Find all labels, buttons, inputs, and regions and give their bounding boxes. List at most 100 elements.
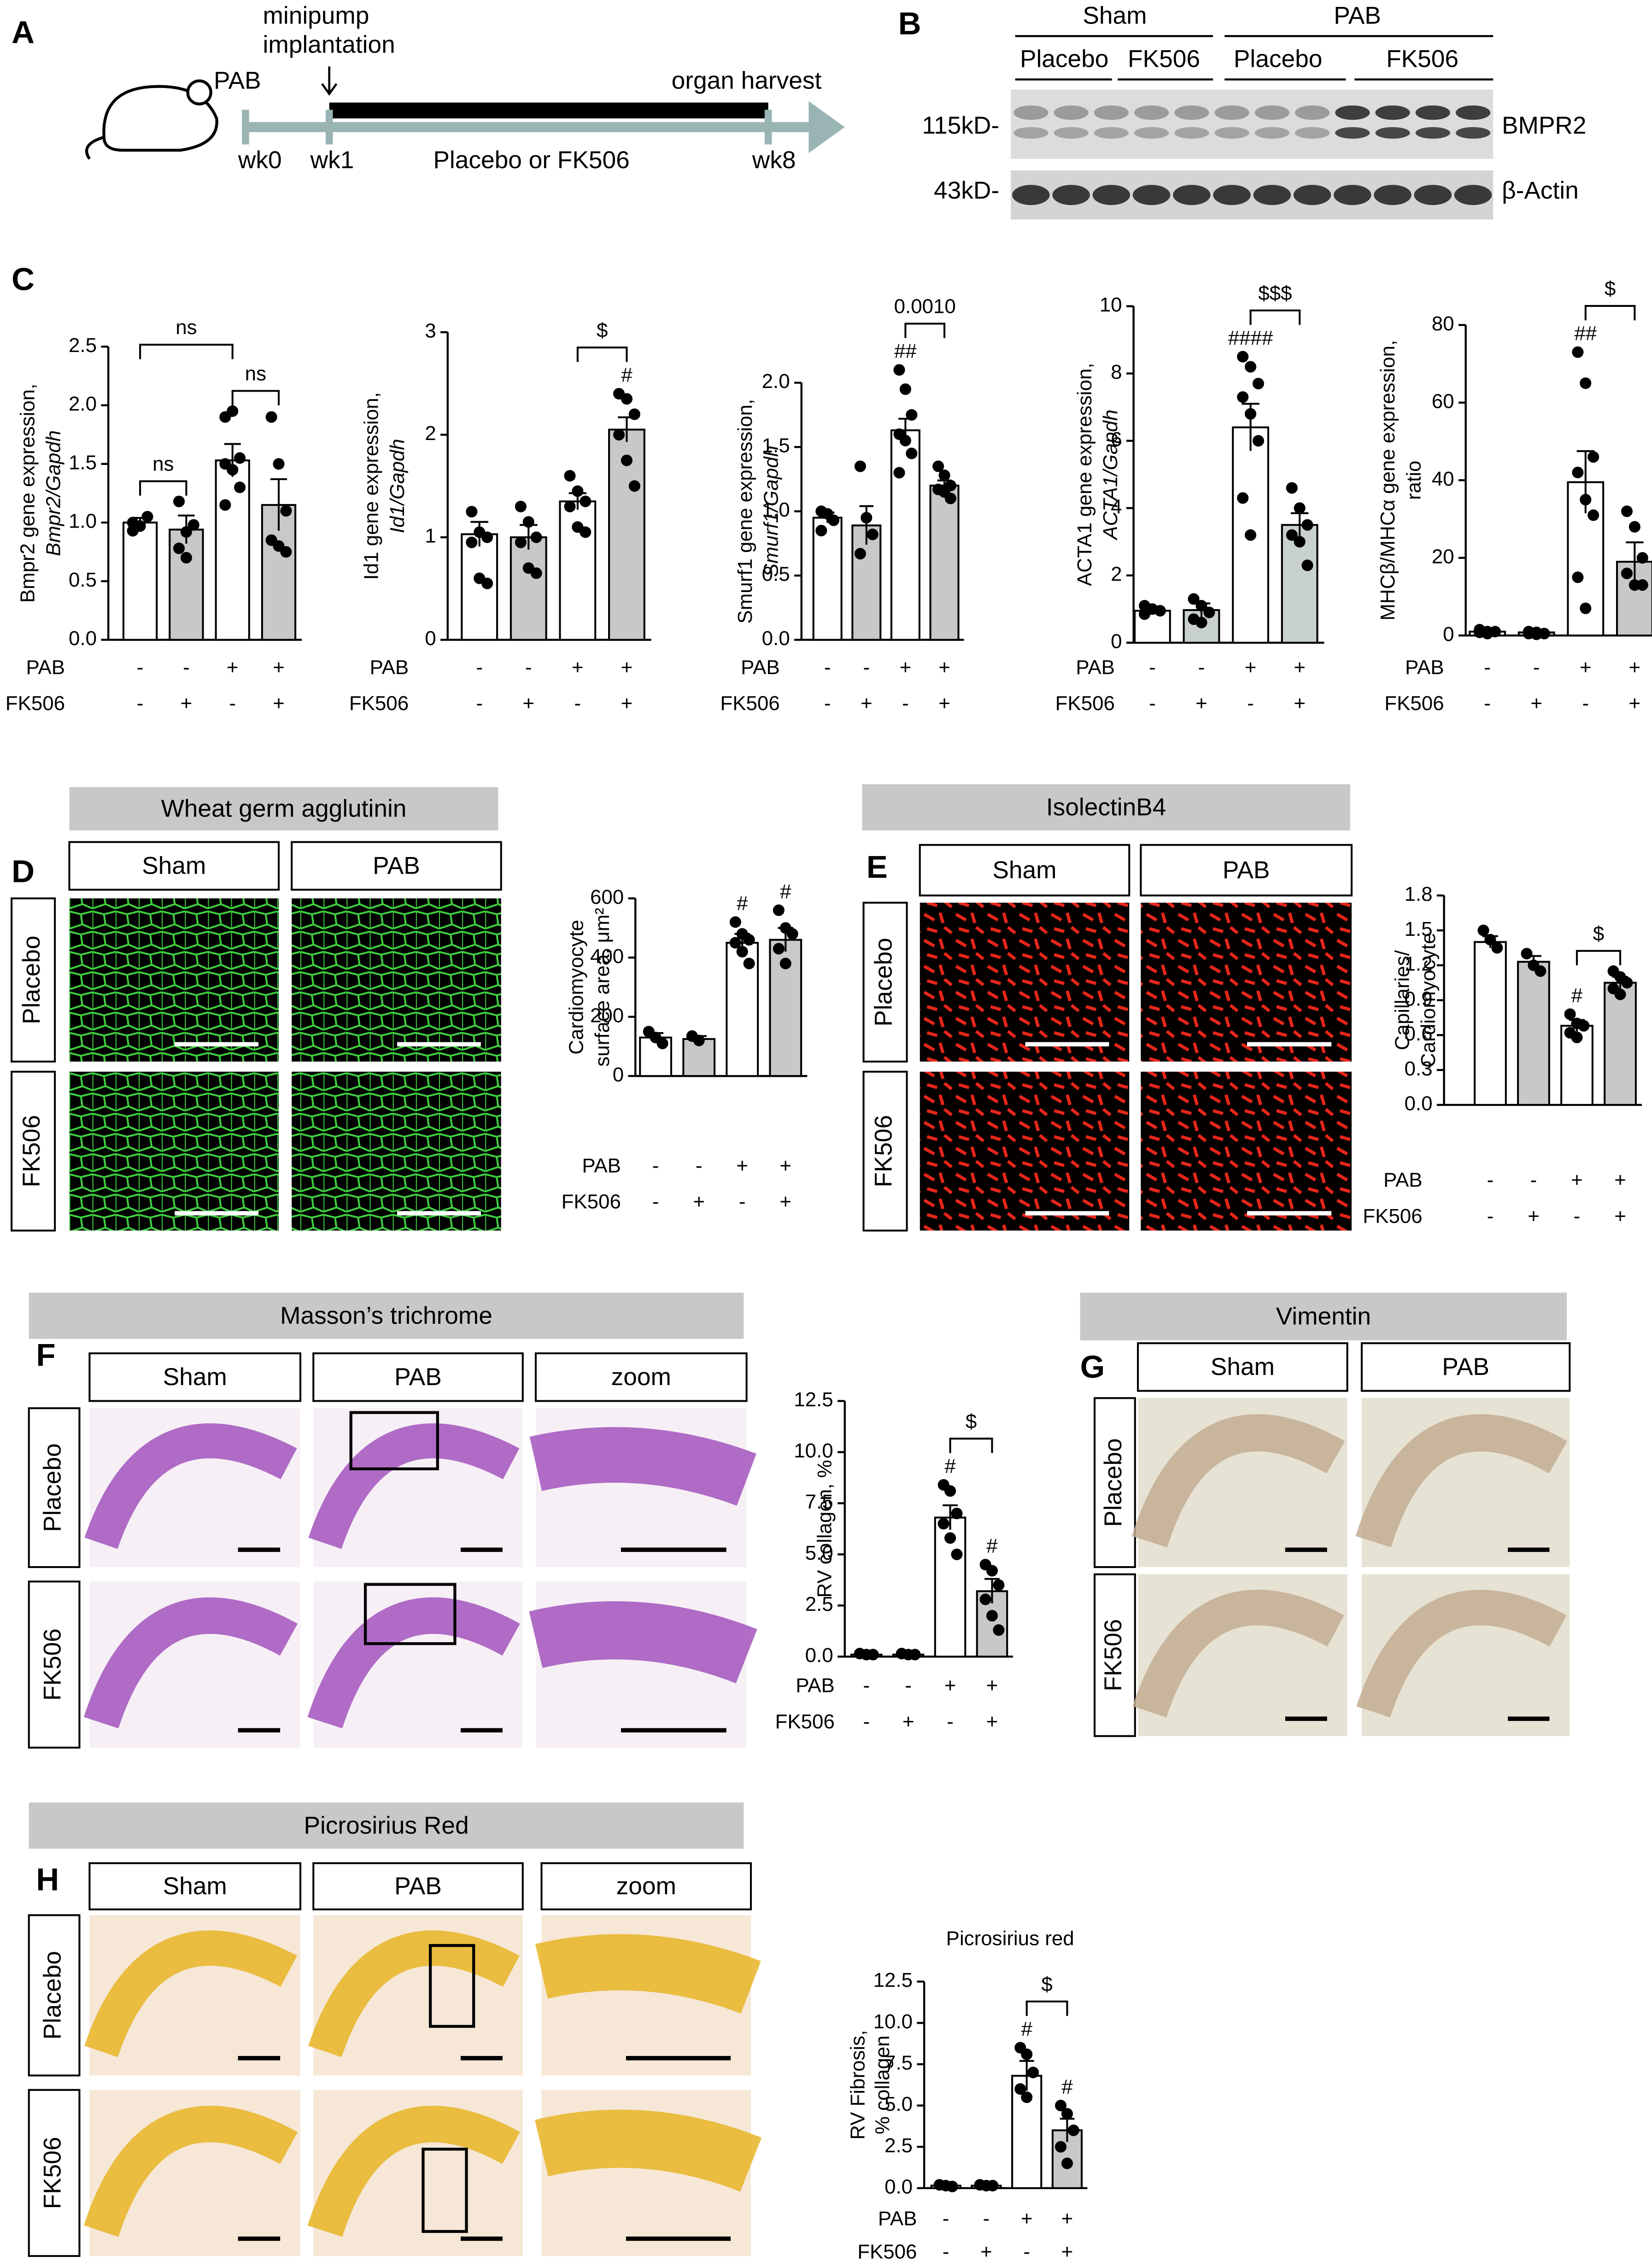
bracket-label: $	[1593, 922, 1604, 945]
condition-sign: -	[1487, 1205, 1494, 1227]
bracket	[904, 323, 946, 338]
y-axis-label: Bmpr2 gene expression,	[16, 384, 39, 603]
bracket-label: $	[597, 319, 608, 341]
column-header: PAB	[1442, 1353, 1489, 1380]
y-tick-label: 1.5	[1405, 918, 1433, 940]
bracket-label: 0.0010	[894, 295, 956, 318]
data-point	[280, 505, 292, 517]
tissue	[1132, 1590, 1344, 1718]
y-tick-label: 0.6	[1405, 1022, 1433, 1045]
bar	[122, 522, 158, 641]
panel-banner	[29, 1802, 744, 1849]
bracket-label: ns	[176, 316, 197, 339]
panel-letter: E	[867, 849, 888, 885]
data-point	[986, 1610, 998, 1622]
y-tick-label: 8	[1111, 361, 1122, 383]
data-point	[522, 516, 534, 528]
data-point	[1301, 519, 1313, 531]
condition-sign: +	[1061, 2207, 1073, 2230]
blot-band	[1295, 105, 1330, 120]
blot-band	[1455, 105, 1491, 120]
panel-banner	[69, 787, 498, 831]
panel-banner	[1080, 1292, 1567, 1340]
data-point	[466, 505, 478, 517]
data-point	[1301, 559, 1313, 571]
start-label: PAB	[214, 67, 261, 94]
y-tick-label: 1.0	[69, 510, 97, 533]
data-point	[187, 519, 199, 531]
blot-band	[1052, 185, 1090, 206]
condition-name: FK506	[1384, 692, 1444, 715]
blot-band	[1013, 105, 1049, 120]
column-header: zoom	[616, 1873, 676, 1900]
condition-sign: -	[1484, 692, 1491, 715]
panel-letter: H	[36, 1862, 59, 1897]
data-point	[1572, 346, 1584, 358]
condition-name: FK506	[1363, 1205, 1422, 1227]
condition-name: PAB	[878, 2207, 917, 2230]
data-point	[729, 937, 741, 949]
condition-sign: +	[693, 1191, 705, 1213]
micrograph	[292, 1071, 501, 1231]
data-point	[466, 536, 478, 548]
micrograph	[920, 1071, 1130, 1231]
zoom-box	[349, 1411, 439, 1470]
micrograph	[69, 1071, 279, 1231]
blot-band	[1415, 127, 1450, 139]
blot-band	[1214, 105, 1249, 120]
data-point	[951, 1548, 963, 1560]
condition-name: PAB	[1405, 656, 1444, 679]
error-bar	[943, 1504, 958, 1530]
data-point	[273, 458, 285, 470]
tissue	[1355, 1414, 1568, 1548]
bracket	[139, 344, 234, 359]
condition-name: FK506	[857, 2241, 917, 2263]
panel-letter: G	[1080, 1349, 1105, 1385]
data-point	[993, 1579, 1005, 1591]
data-point	[481, 531, 493, 543]
data-point	[1021, 2048, 1033, 2060]
data-point	[854, 548, 866, 560]
y-axis-label: Cardiomyocyte	[565, 920, 587, 1055]
condition-sign: -	[1149, 656, 1156, 679]
pump-arrow	[321, 66, 338, 96]
y-tick-label: 0.0	[1405, 1092, 1433, 1115]
mouse-tail	[85, 135, 105, 160]
data-point	[729, 916, 741, 928]
data-point	[1580, 493, 1592, 505]
week-label: wk1	[310, 147, 354, 174]
micrograph	[292, 898, 501, 1062]
condition-sign: +	[1614, 1205, 1626, 1227]
data-point	[530, 531, 542, 543]
panel-title: Vimentin	[1276, 1303, 1371, 1330]
condition-sign: +	[736, 1154, 748, 1177]
panel-banner	[862, 784, 1350, 831]
tissue	[535, 1934, 761, 2014]
y-tick-label: 0.3	[1405, 1057, 1433, 1080]
bracket	[1576, 950, 1622, 966]
condition-name: FK506	[720, 692, 779, 715]
data-point	[1237, 492, 1249, 504]
y-tick-label: 3	[425, 320, 436, 342]
y-tick-label: 0.0	[69, 627, 97, 650]
column-header: PAB	[394, 1363, 442, 1391]
condition-name: PAB	[1383, 1169, 1423, 1192]
condition-sign: -	[476, 692, 483, 715]
y-tick-label: 1.5	[762, 435, 790, 457]
bar	[461, 533, 498, 641]
y-tick-label: 10.0	[794, 1439, 833, 1462]
micrograph	[920, 903, 1130, 1062]
significance-mark: #	[780, 880, 791, 903]
data-point	[227, 464, 239, 476]
blot-band	[1335, 127, 1370, 139]
y-axis-label: ACTA1/Gapdh	[1099, 410, 1122, 541]
group-label: PAB	[1334, 2, 1381, 29]
blot-band	[1293, 185, 1331, 206]
data-point	[1629, 521, 1640, 533]
data-point	[944, 493, 956, 505]
treatment-label: FK506	[1386, 46, 1459, 73]
blot-band	[1254, 127, 1289, 139]
condition-sign: -	[863, 1710, 870, 1733]
column-header-box	[312, 1352, 524, 1402]
error-bar	[984, 1578, 1000, 1603]
